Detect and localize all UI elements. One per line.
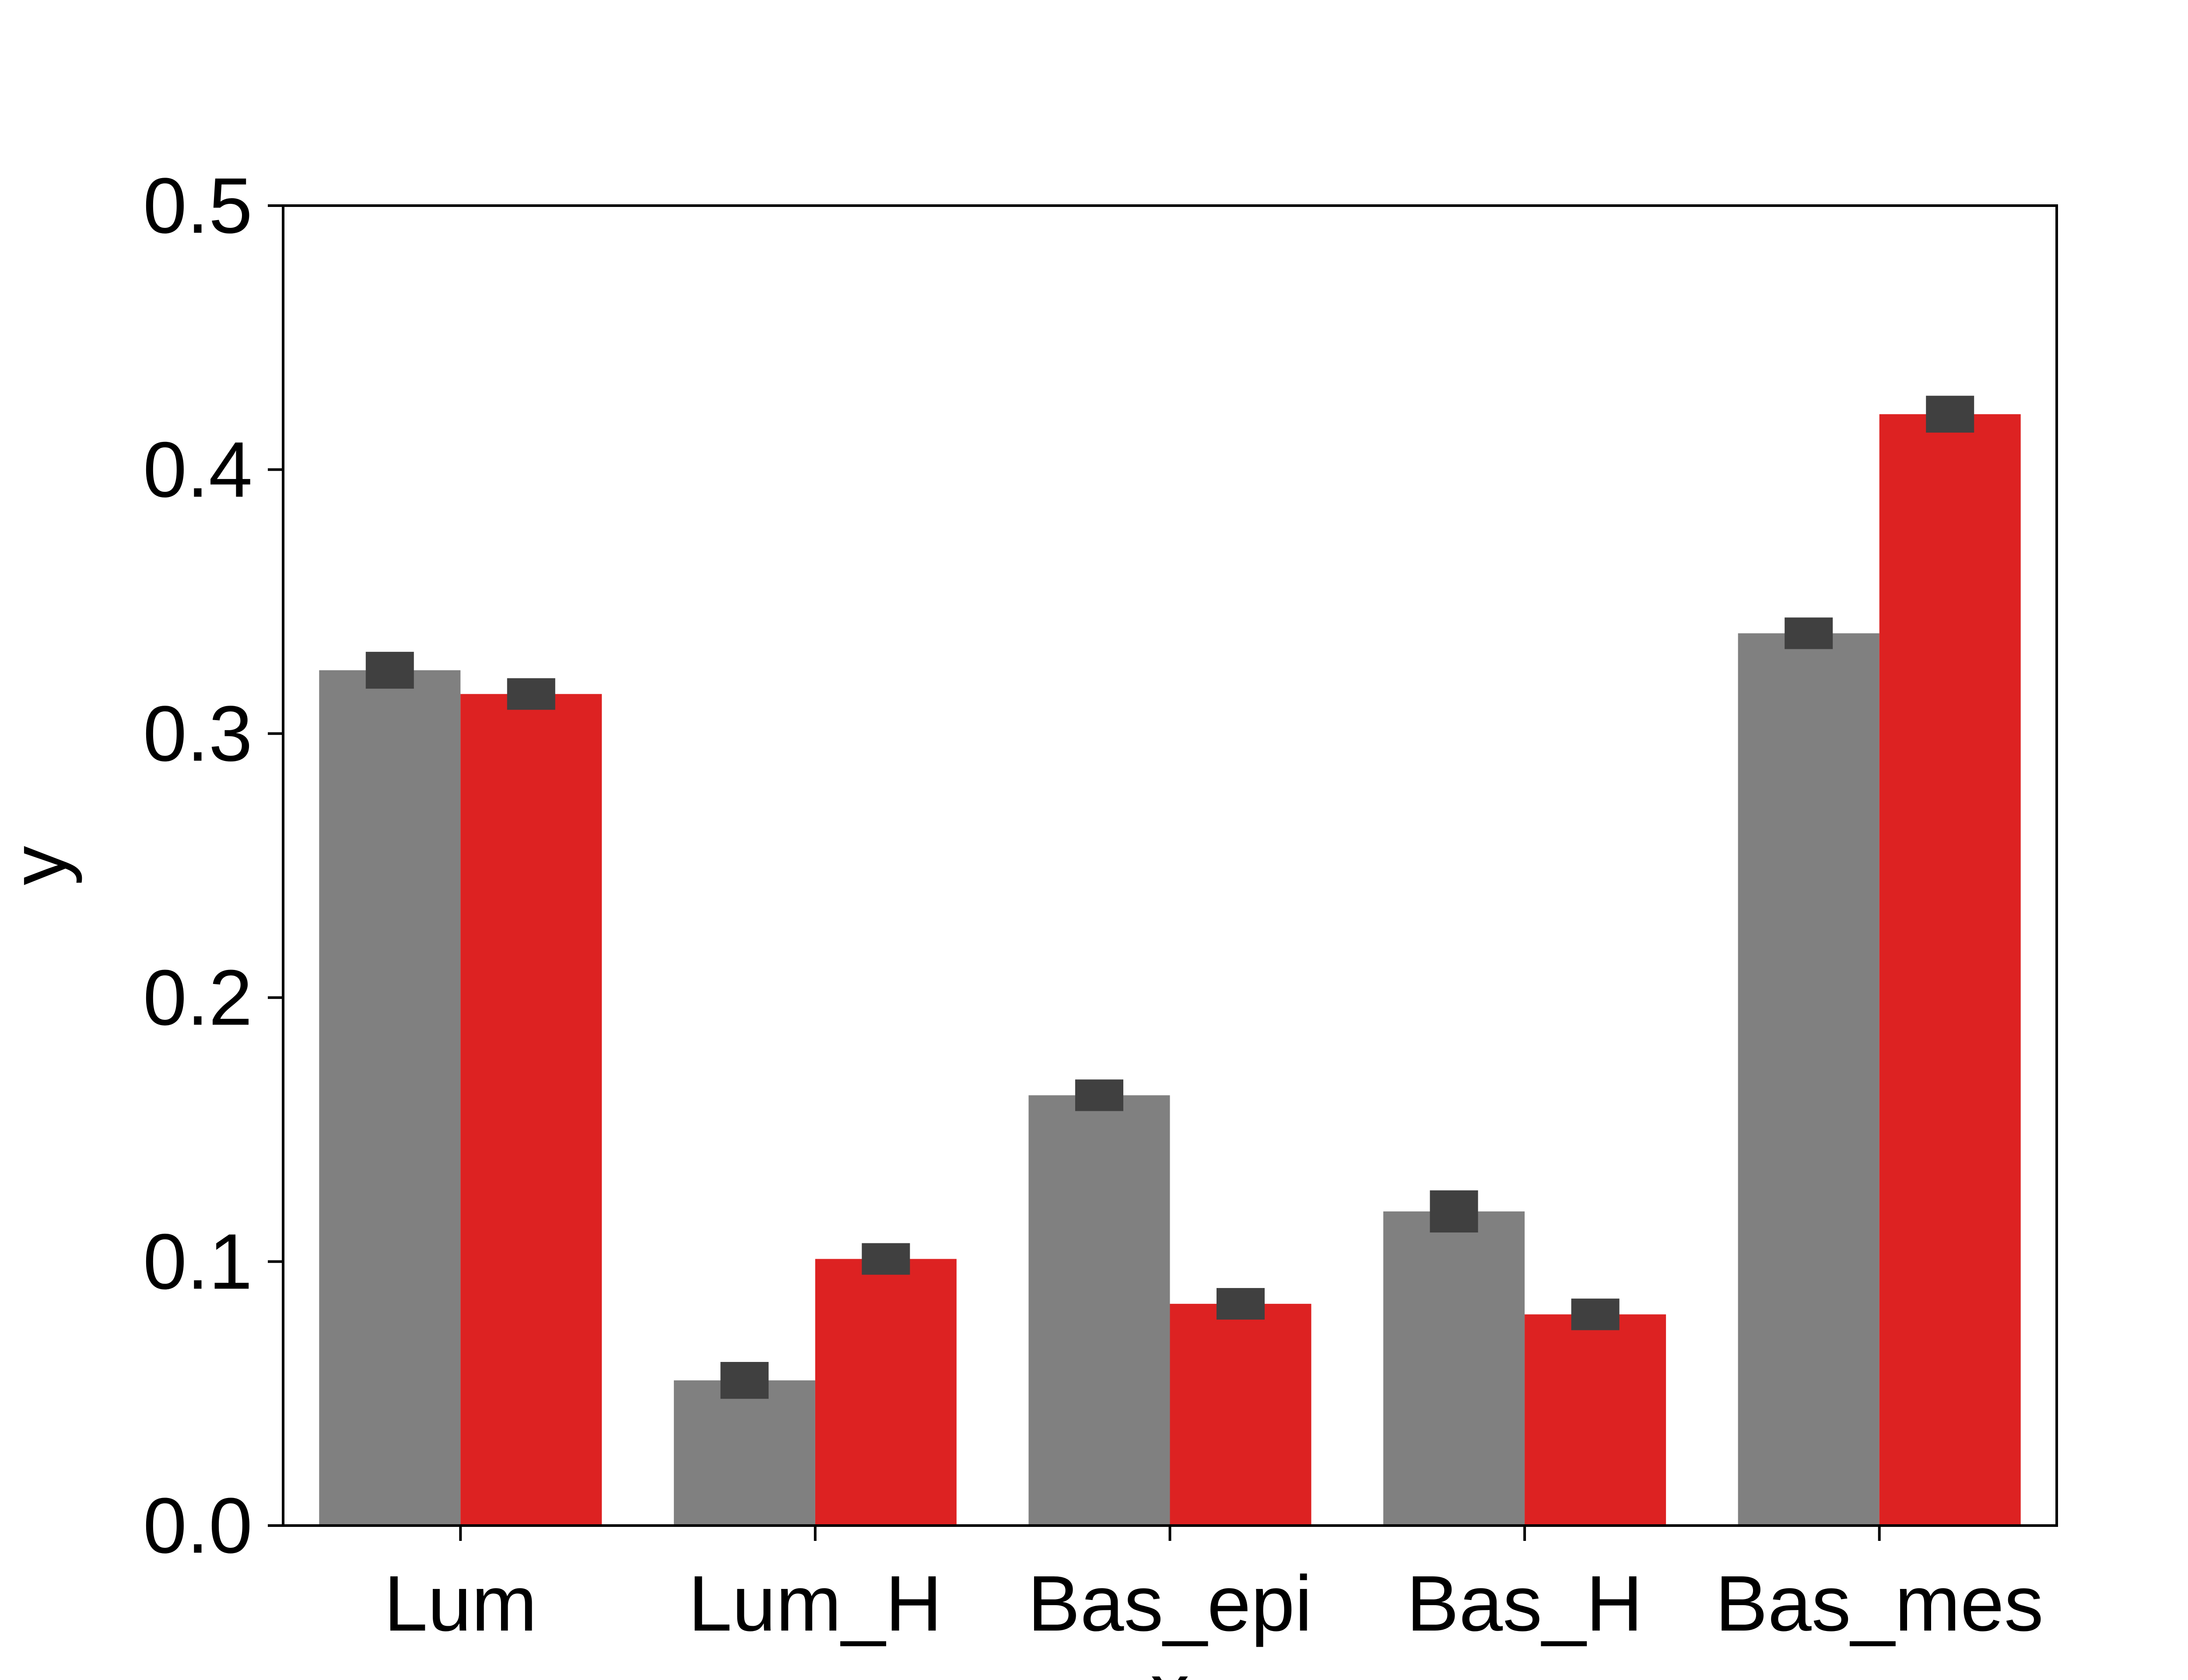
x-tick-label: Bas_H bbox=[1406, 1560, 1643, 1648]
x-tick-label: Bas_epi bbox=[1027, 1560, 1312, 1648]
x-tick-label: Bas_mes bbox=[1715, 1560, 2044, 1648]
bar-lum-series-1 bbox=[319, 670, 461, 1526]
error-bar-bas-mes-series-1 bbox=[1785, 617, 1833, 649]
x-axis-label: x bbox=[1150, 1647, 1190, 1680]
y-tick-label: 0.1 bbox=[143, 1218, 252, 1306]
y-axis: 0.0 0.1 0.2 0.3 0.4 0.5 bbox=[143, 162, 283, 1570]
error-bar-bas-h-series-1 bbox=[1430, 1190, 1478, 1233]
error-bar-lum-series-2 bbox=[507, 678, 555, 710]
error-bar-lum-h-series-1 bbox=[720, 1362, 769, 1399]
bar-bas-h-series-2 bbox=[1525, 1314, 1666, 1526]
y-tick-label: 0.2 bbox=[143, 954, 252, 1042]
bar-lum-series-2 bbox=[460, 694, 602, 1526]
y-axis-label: y bbox=[0, 846, 83, 886]
y-tick-label: 0.0 bbox=[143, 1482, 252, 1570]
x-tick-label: Lum_H bbox=[688, 1560, 942, 1648]
error-bar-bas-epi-series-1 bbox=[1075, 1079, 1123, 1111]
error-bars-layer bbox=[365, 396, 1974, 1399]
error-bar-bas-mes-series-2 bbox=[1926, 396, 1974, 433]
bars-layer bbox=[319, 414, 2021, 1526]
y-tick-label: 0.4 bbox=[143, 426, 252, 514]
y-tick-label: 0.5 bbox=[143, 162, 252, 250]
bar-bas-mes-series-2 bbox=[1879, 414, 2021, 1526]
bar-bas-epi-series-1 bbox=[1028, 1095, 1170, 1526]
bar-bas-epi-series-2 bbox=[1170, 1304, 1311, 1526]
bar-bas-h-series-1 bbox=[1383, 1211, 1525, 1526]
x-axis: Lum Lum_H Bas_epi Bas_H Bas_mes bbox=[384, 1526, 2044, 1648]
bar-lum-h-series-2 bbox=[815, 1259, 957, 1526]
error-bar-lum-h-series-2 bbox=[862, 1243, 910, 1275]
error-bar-bas-epi-series-2 bbox=[1217, 1288, 1265, 1320]
bar-lum-h-series-1 bbox=[673, 1380, 815, 1526]
bar-bas-mes-series-1 bbox=[1738, 633, 1879, 1526]
error-bar-lum-series-1 bbox=[365, 651, 414, 689]
error-bar-bas-h-series-2 bbox=[1571, 1298, 1620, 1330]
y-tick-label: 0.3 bbox=[143, 690, 252, 778]
x-tick-label: Lum bbox=[384, 1560, 537, 1648]
